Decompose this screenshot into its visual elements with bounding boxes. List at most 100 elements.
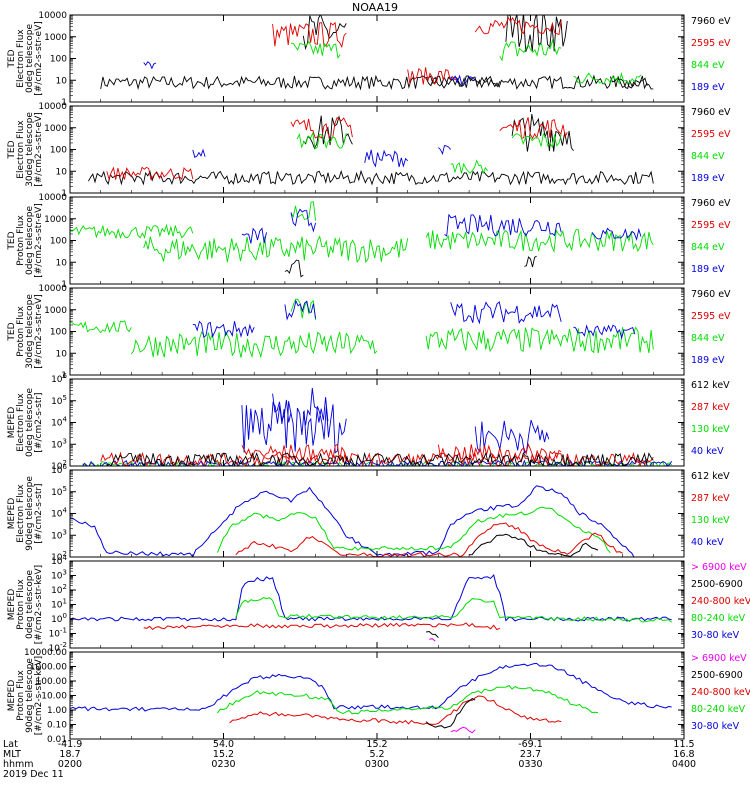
x-tick-label-mlt: 23.7 [520,749,541,760]
panel-2: 1 10 100 1000 10000 TED Electron Flux 30deg tel… [7,102,731,199]
legend-entry: 189 eV [691,173,725,184]
series-marks-blue [290,208,317,233]
y-axis-label: 0deg telescope [25,388,35,458]
x-tick-label-mlt: 5.2 [369,749,384,760]
series-marks-green [70,223,194,240]
x-tick-label-hhmm: 0330 [518,759,542,770]
y-tick-label: 103 [51,437,67,450]
y-axis-label: Electron Flux [16,120,26,179]
panel-frame [69,651,685,740]
series-marks-red [437,442,562,463]
legend-entry: 287 keV [691,493,730,504]
legend-entry: 7960 eV [691,16,731,27]
y-tick-label: 106 [51,372,67,385]
y-tick-label: 101 [51,598,67,611]
series-marks-blue [591,227,642,241]
series-line-green [235,597,673,623]
series-line-black [469,533,599,557]
series-marks-red [474,16,562,36]
y-axis-label: Proton Flux [16,215,26,266]
series-line-red [143,622,500,631]
series-marks-green [290,298,317,321]
y-axis-label: Electron Flux [16,29,26,88]
y-axis-label: [#/cm2-s-str-keV] [34,656,44,735]
panel-8-data [70,662,672,734]
y-tick-label: 10000 [38,193,67,203]
series-marks-green [425,229,654,253]
series-marks-green [573,71,642,85]
legend-entry: 30-80 keV [691,630,740,641]
y-tick-label: 103 [51,528,67,541]
panel-7-data [70,573,673,642]
series-line-green [216,506,611,554]
panel-4-data [70,298,654,359]
series-marks-black [106,451,654,466]
legend-entry: 189 eV [691,264,725,275]
legend-entry: 844 eV [691,151,725,162]
y-axis-label: [#/cm2-s-str-keV] [34,565,44,644]
panel-1: 1 10 100 1000 10000 TED Electron Flux 0deg tele… [7,11,731,108]
y-axis-label: TED [7,49,17,68]
panel-5-data [82,388,673,466]
y-axis-label: MEPED [7,589,17,621]
x-row-label: hhmm [3,759,34,770]
x-tick-label-lat: 15.2 [366,739,387,750]
y-tick-label: 105 [51,485,67,498]
series-marks-black [524,255,537,268]
series-marks-green [425,326,654,354]
y-tick-label: 100 [50,237,67,247]
y-tick-label: 1.00 [47,706,67,716]
x-tick-label-lat: 54.0 [213,739,234,750]
series-marks-black [88,169,654,186]
series-marks-green [131,330,378,359]
legend-entry: 189 eV [691,82,725,93]
series-marks-blue [143,61,157,70]
panel-frame [69,287,685,376]
y-tick-label: 1 [61,280,67,290]
legend-entry: 80-240 keV [691,704,746,715]
panel-1-data [100,15,654,91]
series-marks-green [143,235,409,264]
y-tick-label: 10000 [38,284,67,294]
series-marks-red [499,117,568,140]
y-axis-label: [#/cm2-s-str-eV] [34,294,44,369]
y-tick-label: 10000.00 [24,648,67,658]
y-tick-label: 105 [51,394,67,407]
x-row-label: Lat [3,739,18,750]
series-marks-blue [450,301,562,325]
series-marks-red [290,116,353,140]
series-marks-red [272,21,347,49]
series-line-red [235,522,623,557]
legend-entry: 7960 eV [691,289,731,300]
series-marks-black [505,15,568,53]
legend-entry: 7960 eV [691,107,731,118]
x-tick-label-hhmm: 0230 [211,759,235,770]
y-axis-label: MEPED [7,498,17,530]
legend-entry: 30-80 keV [691,721,740,732]
panel-frame [69,14,685,103]
y-axis-label: [#/cm2-s-str-eV] [34,203,44,278]
x-tick-label-lat: -69.1 [518,739,543,750]
panel-frame [69,378,685,467]
legend-entry: > 6900 keV [691,653,747,664]
legend-entry: 844 eV [691,333,725,344]
y-axis-label: Proton Flux [16,306,26,357]
y-axis-label: MEPED [7,680,17,712]
y-axis-label: 0deg telescope [25,206,35,276]
figure-title: NOAA19 [352,1,398,14]
series-line-magenta [450,726,476,734]
y-tick-label: 103 [51,569,67,582]
series-marks-black [426,75,501,89]
series-marks-blue [573,324,636,340]
y-tick-label: 1 [61,98,67,108]
x-row-label: 2019 Dec 11 [3,769,64,780]
y-tick-label: 1000 [44,306,67,316]
y-tick-label: 100 [50,146,67,156]
y-tick-label: 0.10 [47,721,67,731]
y-tick-label: 100.00 [36,677,68,687]
y-tick-label: 1 [61,371,67,381]
